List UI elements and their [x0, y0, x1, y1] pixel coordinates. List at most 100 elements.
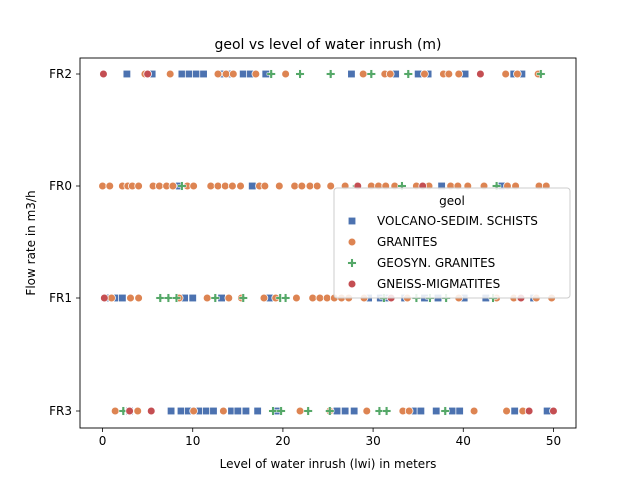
legend-label: GEOSYN. GRANITES — [377, 256, 495, 270]
data-point — [513, 69, 522, 79]
data-point — [305, 181, 315, 191]
data-point — [266, 69, 276, 79]
ticks-layer: 0 10 20 30 40 50 FR2 FR0 FR1 FR3 — [49, 67, 561, 448]
data-point — [219, 406, 228, 416]
data-point — [448, 406, 457, 416]
legend-marker-shape — [347, 237, 357, 247]
data-point — [347, 69, 356, 79]
data-point — [99, 69, 108, 79]
x-tick-label: 20 — [275, 434, 290, 448]
data-point — [326, 69, 336, 79]
legend-marker-shape — [347, 258, 357, 268]
data-point — [276, 406, 286, 416]
data-point — [502, 406, 511, 416]
data-point — [444, 69, 454, 79]
data-point — [100, 293, 109, 303]
data-point — [308, 293, 317, 303]
legend: geol VOLCANO-SEDIM. SCHISTS GRANITES GEO… — [333, 187, 571, 299]
data-point — [236, 181, 245, 191]
data-point — [233, 406, 242, 416]
data-point — [165, 69, 175, 79]
legend-label: GNEISS-MIGMATITES — [377, 277, 500, 291]
data-point — [188, 293, 197, 303]
data-point — [221, 69, 231, 79]
data-point — [134, 293, 143, 303]
data-point — [281, 293, 291, 303]
data-point — [403, 69, 413, 79]
data-point — [171, 293, 182, 303]
data-point — [404, 406, 414, 416]
legend-entries: VOLCANO-SEDIM. SCHISTS GRANITES GEOSYN. … — [347, 214, 538, 291]
x-tick-label: 30 — [365, 434, 380, 448]
y-tick-label: FR3 — [49, 404, 72, 418]
data-point — [176, 406, 186, 416]
legend-entry: GNEISS-MIGMATITES — [347, 277, 500, 291]
data-point — [209, 406, 218, 416]
data-point — [455, 406, 464, 416]
legend-entry: VOLCANO-SEDIM. SCHISTS — [347, 214, 538, 228]
data-point — [510, 406, 519, 416]
data-point — [184, 69, 194, 79]
data-point — [259, 293, 269, 303]
data-point — [168, 181, 178, 191]
data-point — [146, 406, 156, 416]
data-point — [118, 293, 127, 303]
data-point — [549, 406, 558, 416]
data-point — [163, 293, 173, 303]
data-point — [192, 69, 201, 79]
data-point — [275, 181, 284, 191]
data-point — [213, 181, 223, 191]
data-point — [349, 406, 359, 416]
data-point — [189, 181, 198, 191]
data-point — [476, 69, 485, 79]
data-point — [122, 69, 132, 79]
legend-title: geol — [439, 194, 465, 208]
legend-marker-circle — [347, 237, 357, 247]
data-point — [326, 181, 335, 191]
x-tick-label: 40 — [456, 434, 471, 448]
data-point — [166, 406, 176, 416]
data-point — [118, 406, 128, 416]
data-point — [126, 293, 135, 303]
data-point — [253, 406, 262, 416]
data-point — [133, 406, 142, 416]
legend-label: VOLCANO-SEDIM. SCHISTS — [377, 214, 538, 228]
data-point — [281, 69, 290, 79]
data-point — [524, 406, 534, 416]
data-point — [315, 293, 325, 303]
data-point — [189, 406, 198, 416]
data-point — [199, 69, 208, 79]
data-point — [374, 406, 384, 416]
data-point — [224, 293, 234, 303]
data-point — [125, 406, 134, 416]
data-point — [420, 69, 429, 79]
y-tick-label: FR0 — [49, 179, 72, 193]
data-point — [322, 293, 332, 303]
data-point — [248, 181, 257, 191]
legend-marker-square — [347, 216, 357, 226]
data-point — [290, 181, 299, 191]
y-axis-label: Flow rate in m3/h — [24, 190, 38, 295]
legend-entry: GEOSYN. GRANITES — [347, 256, 495, 270]
data-point — [202, 406, 211, 416]
legend-marker-circle — [347, 279, 357, 289]
data-point — [332, 406, 342, 416]
data-point — [292, 293, 301, 303]
legend-marker-shape — [347, 279, 357, 289]
data-point — [536, 69, 546, 79]
data-point — [238, 293, 248, 303]
data-point — [177, 181, 187, 191]
data-point — [295, 69, 305, 79]
y-tick-label: FR2 — [49, 67, 72, 81]
data-point — [213, 69, 223, 79]
data-point — [110, 406, 120, 416]
data-point — [107, 293, 116, 303]
data-point — [98, 181, 107, 191]
x-axis-label: Level of water inrush (lwi) in meters — [220, 457, 437, 471]
plot-frame — [79, 57, 577, 429]
data-point — [210, 293, 220, 303]
y-tick-label: FR1 — [49, 291, 72, 305]
data-point — [416, 406, 426, 416]
